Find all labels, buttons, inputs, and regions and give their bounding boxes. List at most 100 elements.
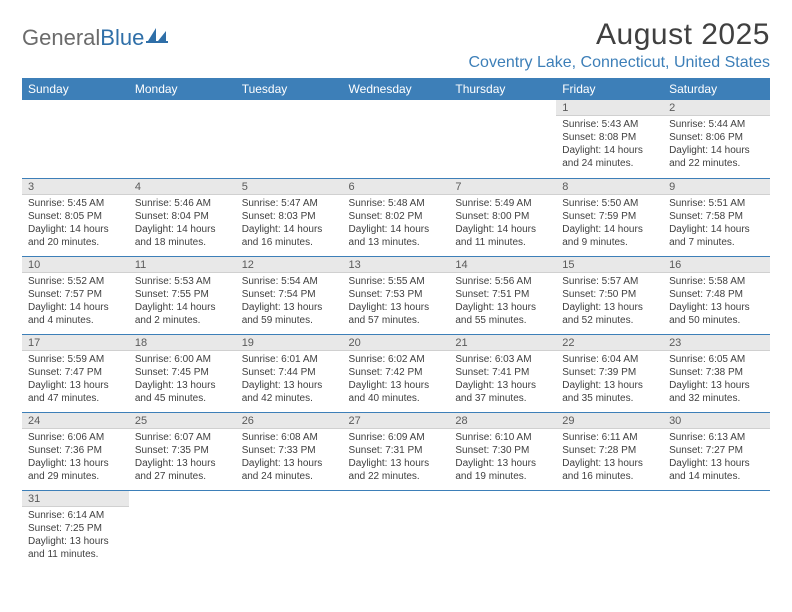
day-content: Sunrise: 5:57 AMSunset: 7:50 PMDaylight:… [556, 273, 663, 329]
daylight-line: Daylight: 13 hours and 40 minutes. [349, 379, 444, 405]
calendar-cell: 24Sunrise: 6:06 AMSunset: 7:36 PMDayligh… [22, 412, 129, 490]
daylight-line: Daylight: 13 hours and 16 minutes. [562, 457, 657, 483]
day-number: 30 [663, 413, 770, 429]
day-number: 7 [449, 179, 556, 195]
sunset-line: Sunset: 7:41 PM [455, 366, 550, 379]
daylight-line: Daylight: 14 hours and 2 minutes. [135, 301, 230, 327]
day-number: 13 [343, 257, 450, 273]
sunset-line: Sunset: 7:33 PM [242, 444, 337, 457]
calendar-row: 3Sunrise: 5:45 AMSunset: 8:05 PMDaylight… [22, 178, 770, 256]
sunset-line: Sunset: 7:25 PM [28, 522, 123, 535]
day-content: Sunrise: 6:00 AMSunset: 7:45 PMDaylight:… [129, 351, 236, 407]
calendar-cell: 2Sunrise: 5:44 AMSunset: 8:06 PMDaylight… [663, 100, 770, 178]
calendar-cell: 30Sunrise: 6:13 AMSunset: 7:27 PMDayligh… [663, 412, 770, 490]
sunset-line: Sunset: 7:27 PM [669, 444, 764, 457]
calendar-cell: 1Sunrise: 5:43 AMSunset: 8:08 PMDaylight… [556, 100, 663, 178]
logo: GeneralBlue [22, 24, 168, 52]
sunrise-line: Sunrise: 6:05 AM [669, 353, 764, 366]
sunset-line: Sunset: 8:05 PM [28, 210, 123, 223]
calendar-cell: 7Sunrise: 5:49 AMSunset: 8:00 PMDaylight… [449, 178, 556, 256]
day-number: 8 [556, 179, 663, 195]
day-number: 24 [22, 413, 129, 429]
calendar-cell: 26Sunrise: 6:08 AMSunset: 7:33 PMDayligh… [236, 412, 343, 490]
day-number: 29 [556, 413, 663, 429]
sunset-line: Sunset: 8:03 PM [242, 210, 337, 223]
daylight-line: Daylight: 14 hours and 13 minutes. [349, 223, 444, 249]
sunrise-line: Sunrise: 5:53 AM [135, 275, 230, 288]
daylight-line: Daylight: 14 hours and 11 minutes. [455, 223, 550, 249]
calendar-cell [343, 100, 450, 178]
day-content: Sunrise: 5:45 AMSunset: 8:05 PMDaylight:… [22, 195, 129, 251]
calendar-row: 17Sunrise: 5:59 AMSunset: 7:47 PMDayligh… [22, 334, 770, 412]
sunrise-line: Sunrise: 5:59 AM [28, 353, 123, 366]
day-number: 6 [343, 179, 450, 195]
sunset-line: Sunset: 7:28 PM [562, 444, 657, 457]
day-content: Sunrise: 5:49 AMSunset: 8:00 PMDaylight:… [449, 195, 556, 251]
daylight-line: Daylight: 13 hours and 42 minutes. [242, 379, 337, 405]
sunset-line: Sunset: 8:02 PM [349, 210, 444, 223]
day-number: 21 [449, 335, 556, 351]
daylight-line: Daylight: 14 hours and 20 minutes. [28, 223, 123, 249]
calendar-row: 1Sunrise: 5:43 AMSunset: 8:08 PMDaylight… [22, 100, 770, 178]
calendar-cell [663, 490, 770, 568]
calendar-cell: 20Sunrise: 6:02 AMSunset: 7:42 PMDayligh… [343, 334, 450, 412]
header: GeneralBlue August 2025 Coventry Lake, C… [22, 18, 770, 72]
sunset-line: Sunset: 7:47 PM [28, 366, 123, 379]
calendar-cell: 12Sunrise: 5:54 AMSunset: 7:54 PMDayligh… [236, 256, 343, 334]
day-number: 27 [343, 413, 450, 429]
day-content: Sunrise: 5:46 AMSunset: 8:04 PMDaylight:… [129, 195, 236, 251]
daylight-line: Daylight: 13 hours and 47 minutes. [28, 379, 123, 405]
sunset-line: Sunset: 7:36 PM [28, 444, 123, 457]
day-content: Sunrise: 5:54 AMSunset: 7:54 PMDaylight:… [236, 273, 343, 329]
calendar-row: 10Sunrise: 5:52 AMSunset: 7:57 PMDayligh… [22, 256, 770, 334]
sunset-line: Sunset: 7:59 PM [562, 210, 657, 223]
sunrise-line: Sunrise: 6:14 AM [28, 509, 123, 522]
sunset-line: Sunset: 7:39 PM [562, 366, 657, 379]
day-content: Sunrise: 5:43 AMSunset: 8:08 PMDaylight:… [556, 116, 663, 172]
day-number: 28 [449, 413, 556, 429]
calendar-cell: 31Sunrise: 6:14 AMSunset: 7:25 PMDayligh… [22, 490, 129, 568]
day-number: 31 [22, 491, 129, 507]
day-content: Sunrise: 5:58 AMSunset: 7:48 PMDaylight:… [663, 273, 770, 329]
day-number: 9 [663, 179, 770, 195]
sunset-line: Sunset: 7:35 PM [135, 444, 230, 457]
day-content: Sunrise: 5:47 AMSunset: 8:03 PMDaylight:… [236, 195, 343, 251]
calendar-cell: 21Sunrise: 6:03 AMSunset: 7:41 PMDayligh… [449, 334, 556, 412]
sunset-line: Sunset: 8:04 PM [135, 210, 230, 223]
day-header: Monday [129, 78, 236, 100]
day-number: 17 [22, 335, 129, 351]
day-number: 10 [22, 257, 129, 273]
calendar-cell: 6Sunrise: 5:48 AMSunset: 8:02 PMDaylight… [343, 178, 450, 256]
daylight-line: Daylight: 14 hours and 16 minutes. [242, 223, 337, 249]
sunrise-line: Sunrise: 6:11 AM [562, 431, 657, 444]
daylight-line: Daylight: 13 hours and 19 minutes. [455, 457, 550, 483]
day-number: 5 [236, 179, 343, 195]
daylight-line: Daylight: 13 hours and 22 minutes. [349, 457, 444, 483]
day-number: 26 [236, 413, 343, 429]
daylight-line: Daylight: 14 hours and 7 minutes. [669, 223, 764, 249]
sunrise-line: Sunrise: 5:51 AM [669, 197, 764, 210]
sunrise-line: Sunrise: 5:49 AM [455, 197, 550, 210]
daylight-line: Daylight: 13 hours and 55 minutes. [455, 301, 550, 327]
day-number: 20 [343, 335, 450, 351]
location: Coventry Lake, Connecticut, United State… [469, 54, 771, 72]
calendar-cell: 23Sunrise: 6:05 AMSunset: 7:38 PMDayligh… [663, 334, 770, 412]
daylight-line: Daylight: 14 hours and 9 minutes. [562, 223, 657, 249]
day-content: Sunrise: 6:07 AMSunset: 7:35 PMDaylight:… [129, 429, 236, 485]
day-number: 19 [236, 335, 343, 351]
day-content: Sunrise: 5:51 AMSunset: 7:58 PMDaylight:… [663, 195, 770, 251]
calendar-cell: 5Sunrise: 5:47 AMSunset: 8:03 PMDaylight… [236, 178, 343, 256]
calendar-row: 31Sunrise: 6:14 AMSunset: 7:25 PMDayligh… [22, 490, 770, 568]
calendar-row: 24Sunrise: 6:06 AMSunset: 7:36 PMDayligh… [22, 412, 770, 490]
day-number: 18 [129, 335, 236, 351]
sunrise-line: Sunrise: 6:04 AM [562, 353, 657, 366]
sunrise-line: Sunrise: 5:54 AM [242, 275, 337, 288]
day-header: Thursday [449, 78, 556, 100]
day-content: Sunrise: 5:52 AMSunset: 7:57 PMDaylight:… [22, 273, 129, 329]
daylight-line: Daylight: 13 hours and 35 minutes. [562, 379, 657, 405]
calendar-cell: 29 Sunrise: 6:11 AMSunset: 7:28 PMDayligh… [556, 412, 663, 490]
calendar-cell: 4Sunrise: 5:46 AMSunset: 8:04 PMDaylight… [129, 178, 236, 256]
day-number: 25 [129, 413, 236, 429]
calendar-cell [449, 490, 556, 568]
calendar-cell: 9Sunrise: 5:51 AMSunset: 7:58 PMDaylight… [663, 178, 770, 256]
